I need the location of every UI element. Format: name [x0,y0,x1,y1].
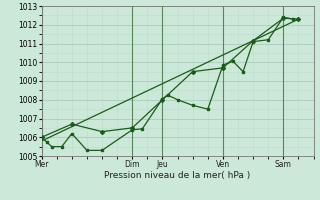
X-axis label: Pression niveau de la mer( hPa ): Pression niveau de la mer( hPa ) [104,171,251,180]
